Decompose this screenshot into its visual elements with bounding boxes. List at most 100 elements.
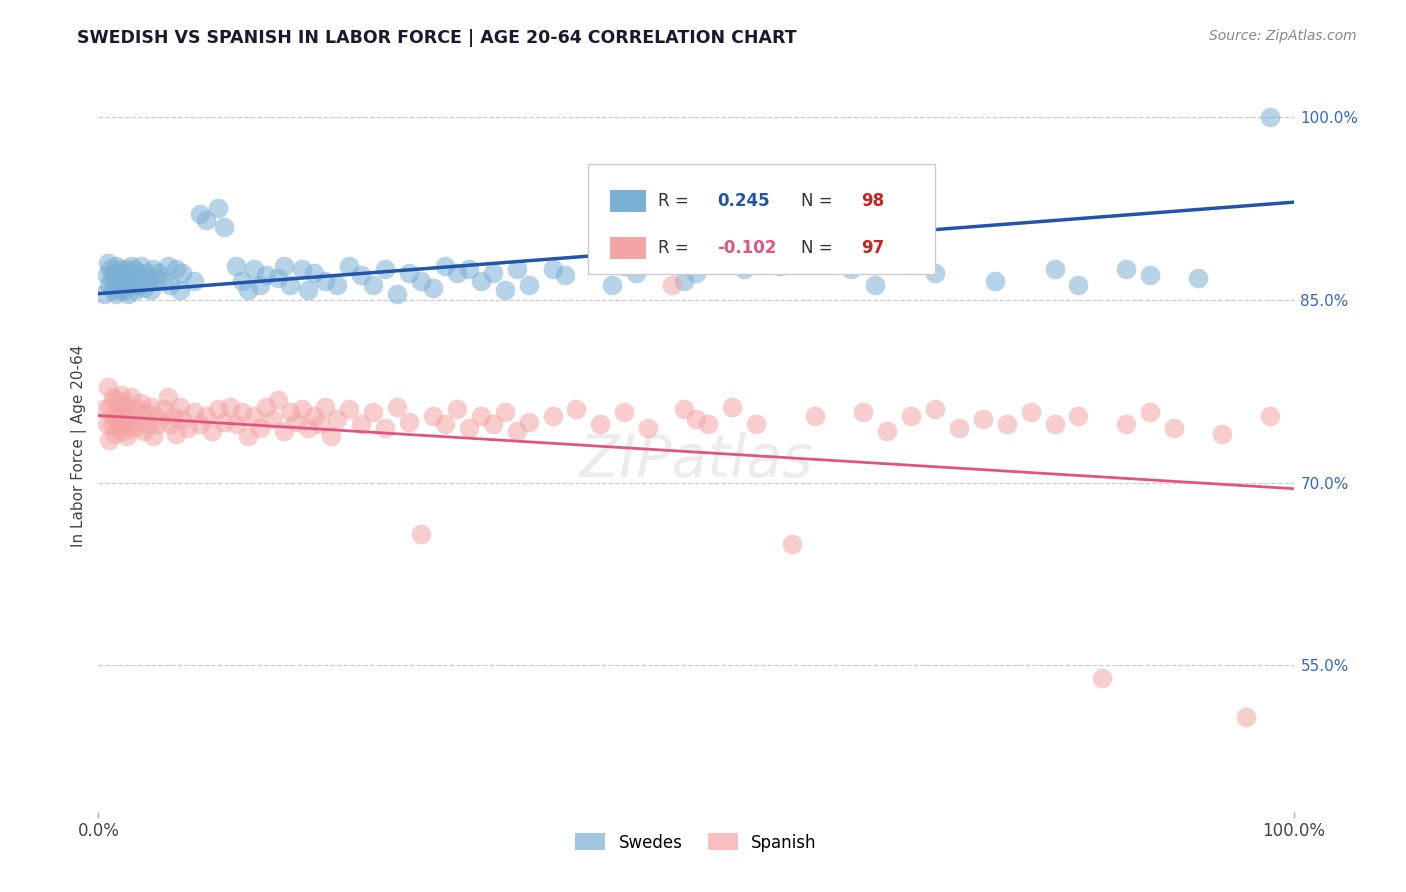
Point (565, 402, 588, 417)
Point (177, 421, 200, 435)
Point (139, 400, 162, 414)
Point (458, 421, 481, 435)
Point (165, 262, 187, 277)
Point (105, 392, 128, 407)
Point (385, 400, 409, 414)
Point (1187, 270, 1209, 285)
Point (124, 262, 146, 277)
Point (321, 429, 343, 443)
Point (273, 425, 295, 439)
Point (159, 278, 181, 293)
Point (125, 266, 148, 280)
Point (124, 283, 146, 297)
Point (142, 262, 165, 277)
Point (162, 409, 184, 423)
Point (1234, 709, 1257, 723)
Point (107, 421, 129, 435)
Point (470, 275, 492, 289)
Point (541, 262, 564, 277)
Point (254, 268, 277, 283)
Point (350, 268, 373, 283)
Point (188, 417, 211, 431)
Text: 97: 97 (860, 239, 884, 257)
Point (153, 402, 176, 417)
Point (326, 278, 349, 293)
Point (121, 275, 143, 289)
Text: N =: N = (801, 239, 838, 257)
Point (291, 262, 314, 277)
Point (169, 400, 191, 414)
Point (626, 266, 648, 280)
Point (363, 278, 385, 293)
Point (554, 268, 576, 283)
Point (284, 415, 307, 429)
Point (145, 409, 167, 423)
Point (506, 262, 529, 277)
Point (101, 283, 124, 297)
Point (422, 409, 444, 423)
Point (602, 278, 624, 293)
Point (434, 417, 457, 431)
Point (267, 392, 290, 407)
Point (117, 286, 139, 301)
Point (733, 262, 755, 277)
Point (661, 278, 683, 293)
Point (297, 421, 319, 435)
Point (183, 405, 205, 419)
Point (96, 268, 118, 283)
Point (363, 405, 385, 419)
Point (111, 405, 134, 419)
Point (768, 259, 790, 273)
Point (302, 266, 325, 280)
Point (865, 278, 887, 293)
Point (231, 405, 253, 419)
Point (127, 278, 149, 293)
Point (434, 259, 457, 273)
Text: -0.102: -0.102 (717, 239, 778, 257)
Point (207, 402, 229, 417)
Point (98, 262, 122, 277)
Point (153, 275, 176, 289)
Y-axis label: In Labor Force | Age 20-64: In Labor Force | Age 20-64 (72, 345, 87, 547)
Point (225, 259, 247, 273)
Point (1163, 421, 1185, 435)
Point (169, 283, 191, 297)
Point (135, 405, 157, 419)
Point (231, 275, 253, 289)
Point (132, 280, 155, 294)
Point (260, 412, 283, 426)
Point (249, 421, 271, 435)
Point (236, 283, 259, 297)
Point (100, 417, 122, 431)
Point (1139, 268, 1161, 283)
Point (326, 412, 349, 426)
Point (411, 526, 433, 541)
Point (125, 402, 148, 417)
Point (100, 270, 122, 285)
Point (1211, 426, 1233, 441)
Point (481, 417, 505, 431)
Point (128, 415, 150, 429)
Point (183, 275, 205, 289)
Point (541, 409, 564, 423)
Point (481, 266, 505, 280)
Point (172, 412, 194, 426)
Point (673, 275, 696, 289)
Point (745, 417, 768, 431)
Point (458, 262, 481, 277)
Point (254, 400, 277, 414)
Point (685, 266, 707, 280)
Point (115, 278, 138, 293)
Point (278, 278, 301, 293)
Point (132, 425, 155, 439)
Point (201, 425, 224, 439)
Point (506, 425, 529, 439)
Point (104, 426, 127, 441)
Text: Source: ZipAtlas.com: Source: ZipAtlas.com (1209, 29, 1357, 43)
Point (780, 536, 803, 550)
Point (107, 278, 129, 293)
Text: 98: 98 (860, 192, 884, 210)
Point (385, 286, 409, 301)
Point (115, 262, 138, 277)
Point (517, 278, 540, 293)
